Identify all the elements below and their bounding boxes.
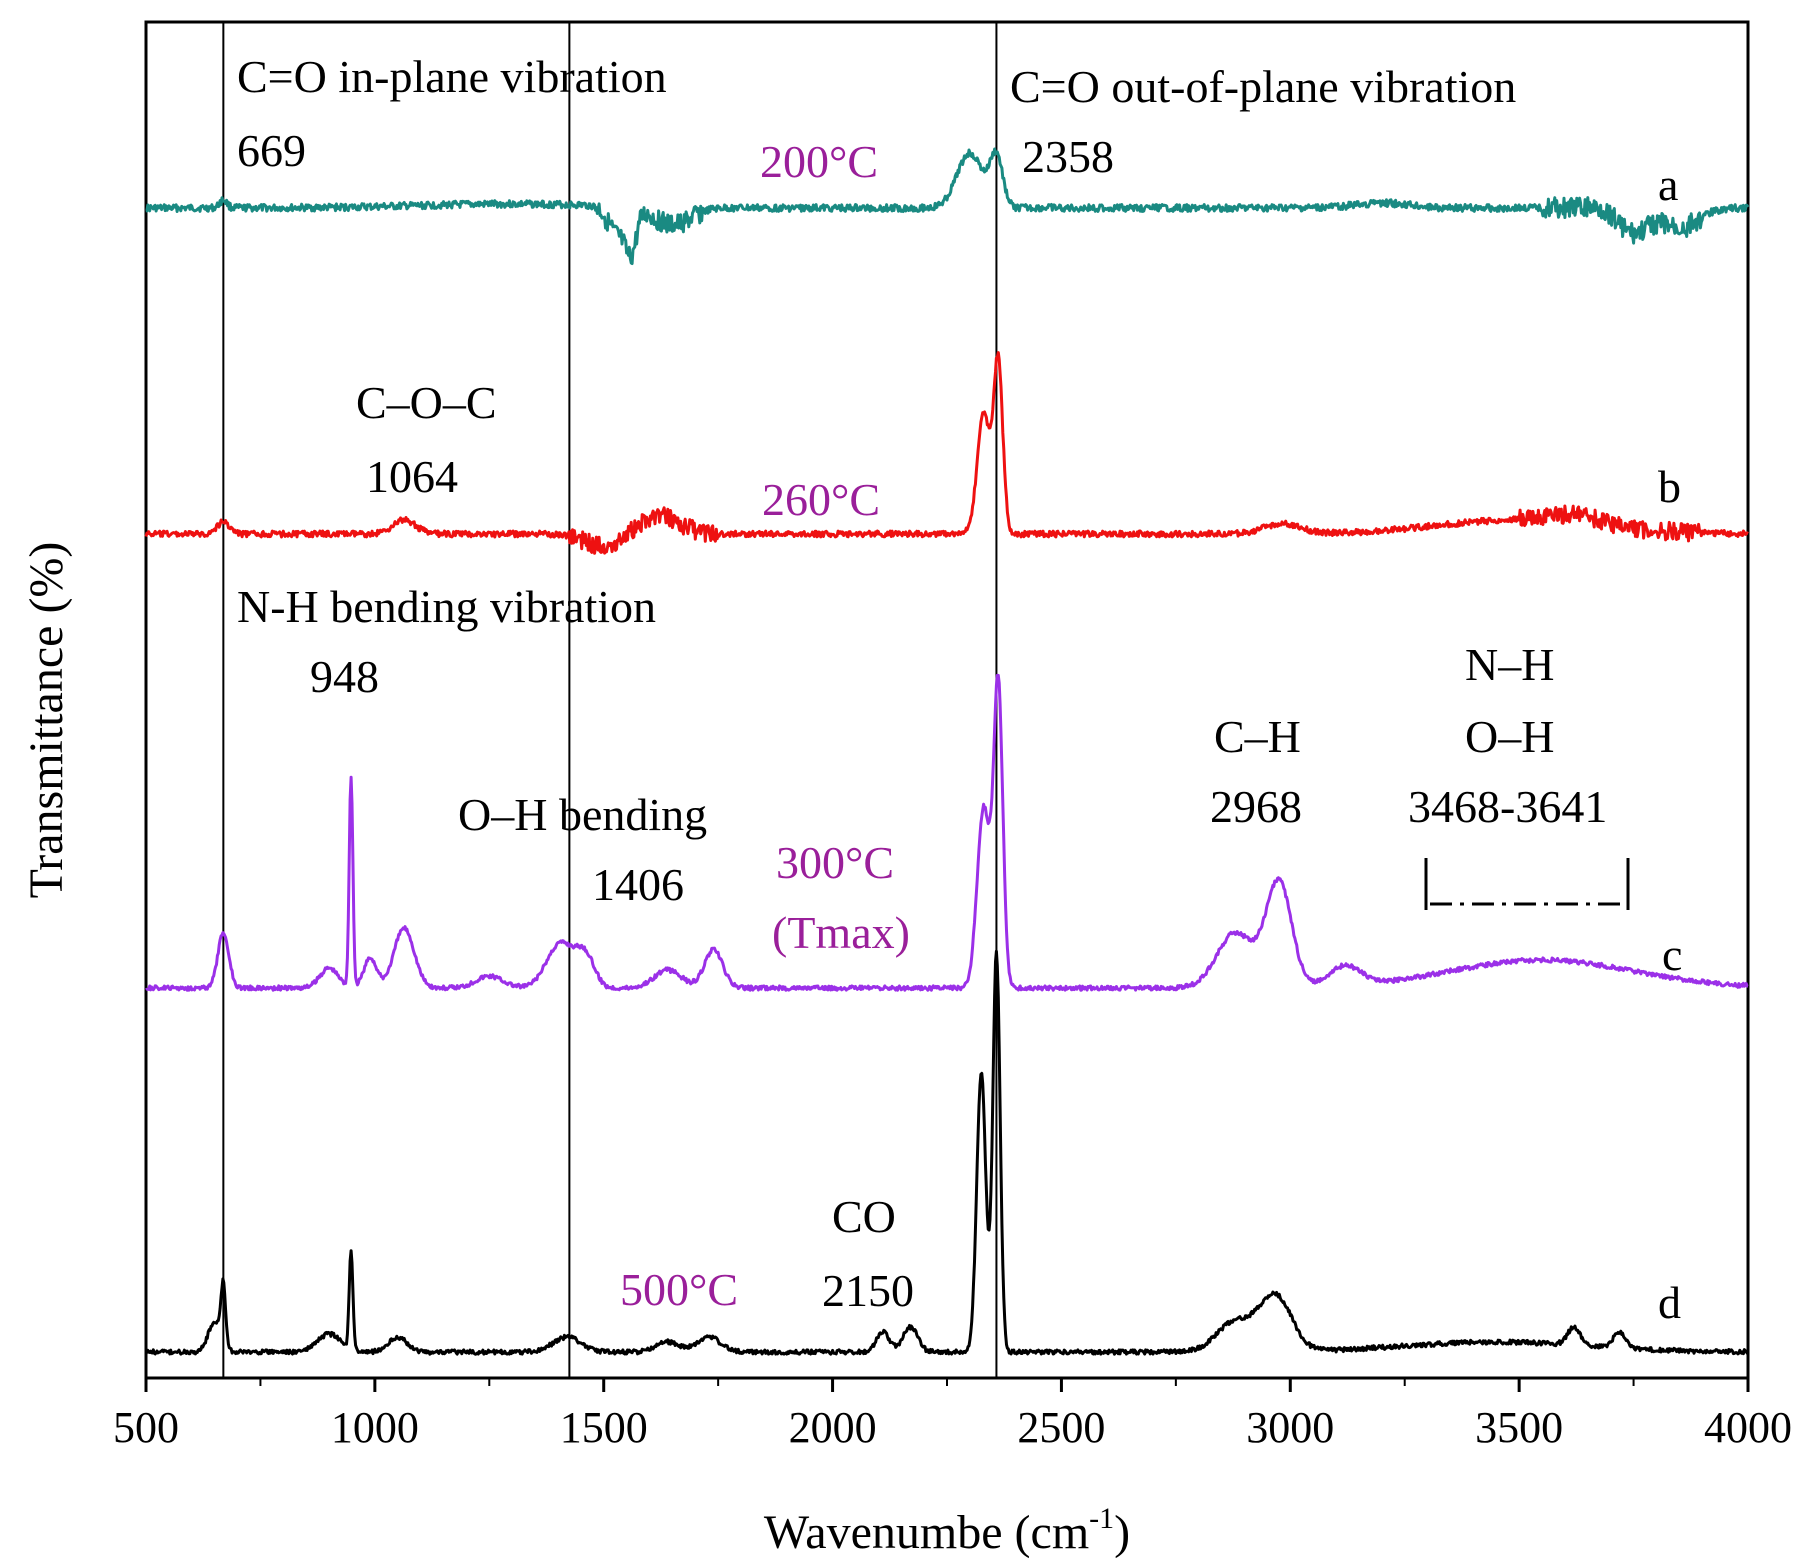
x-tick-label-3000: 3000	[1246, 1403, 1334, 1452]
series-line-a	[145, 147, 1750, 266]
annotation-oh-bending: O–H bending	[458, 789, 707, 840]
series-line-b	[144, 351, 1749, 555]
curve-label-a: a	[1658, 159, 1678, 210]
plot-frame	[144, 20, 1750, 1380]
x-tick-label-500: 500	[113, 1403, 179, 1452]
temp-label-d: 500°C	[620, 1264, 738, 1315]
annotation-co-outplane: C=O out-of-plane vibration	[1010, 61, 1516, 112]
x-axis-label-main: Wavenumbe (cm	[764, 1506, 1089, 1559]
annotation-range: 3468-3641	[1408, 781, 1607, 832]
curve-label-c: c	[1662, 929, 1682, 980]
curve-label-b: b	[1658, 461, 1681, 512]
series-line-d	[144, 949, 1749, 1356]
annotation-nh: N–H	[1465, 639, 1554, 690]
temp-label-c: 300°C	[776, 837, 894, 888]
series-group	[144, 147, 1750, 1356]
annotation-1406: 1406	[592, 859, 684, 910]
annotation-669: 669	[237, 125, 306, 176]
annotation-ch: C–H	[1214, 711, 1301, 762]
annotation-co-inplane: C=O in-plane vibration	[237, 51, 667, 102]
series-line-c	[145, 673, 1749, 992]
annotation-1064: 1064	[366, 451, 458, 502]
annotation-2968: 2968	[1210, 781, 1302, 832]
annotation-2150: 2150	[822, 1265, 914, 1316]
x-axis-label-sup: -1	[1089, 1502, 1114, 1535]
annotation-2358: 2358	[1022, 131, 1114, 182]
y-axis-label: Transmittance (%)	[20, 542, 73, 899]
annotation-nh-bending: N-H bending vibration	[237, 581, 656, 632]
range-bracket	[1424, 858, 1630, 910]
x-ticks: 500 1000 1500 2000 2500 3000 3500 4000	[113, 1378, 1792, 1452]
temp-label-c-note: (Tmax)	[772, 907, 910, 958]
x-tick-label-3500: 3500	[1475, 1403, 1563, 1452]
x-tick-label-4000: 4000	[1704, 1403, 1792, 1452]
annotation-oh: O–H	[1465, 711, 1554, 762]
temp-label-b: 260°C	[762, 474, 880, 525]
x-tick-label-2000: 2000	[789, 1403, 877, 1452]
curve-label-d: d	[1658, 1277, 1681, 1328]
annotation-co: CO	[832, 1191, 896, 1242]
x-axis-label-close: )	[1114, 1506, 1130, 1559]
temp-label-a: 200°C	[760, 136, 878, 187]
x-axis-label: Wavenumbe (cm-1)	[764, 1502, 1130, 1559]
x-tick-label-2500: 2500	[1017, 1403, 1105, 1452]
annotation-948: 948	[310, 651, 379, 702]
annotation-coc: C–O–C	[356, 377, 497, 428]
x-tick-label-1000: 1000	[331, 1403, 419, 1452]
x-tick-label-1500: 1500	[560, 1403, 648, 1452]
